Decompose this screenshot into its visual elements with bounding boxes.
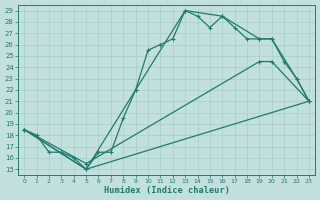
- X-axis label: Humidex (Indice chaleur): Humidex (Indice chaleur): [104, 186, 229, 195]
